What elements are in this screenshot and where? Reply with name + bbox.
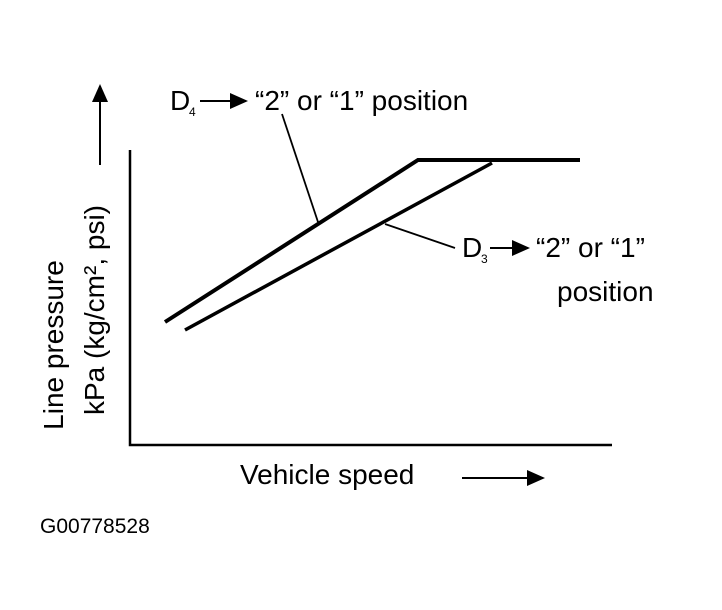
label-text: position: [557, 276, 654, 307]
axes: [128, 150, 612, 447]
leader: [384, 223, 456, 249]
y-label-2: kPa (kg/cm², psi): [79, 205, 110, 415]
y-label-1: Line pressure: [38, 260, 69, 430]
lower-curve: [184, 161, 493, 332]
label-letter: D: [170, 85, 190, 116]
figure-code: G00778528: [40, 515, 150, 538]
label-text: “2” or “1” position: [255, 85, 468, 116]
x-label: Vehicle speed: [240, 459, 414, 490]
upper-curve: [163, 158, 580, 324]
label-subscript: 4: [189, 105, 196, 119]
leader: [281, 113, 319, 223]
label-subscript: 3: [481, 252, 488, 266]
label-letter: D: [462, 232, 482, 263]
label-text: “2” or “1”: [536, 232, 645, 263]
